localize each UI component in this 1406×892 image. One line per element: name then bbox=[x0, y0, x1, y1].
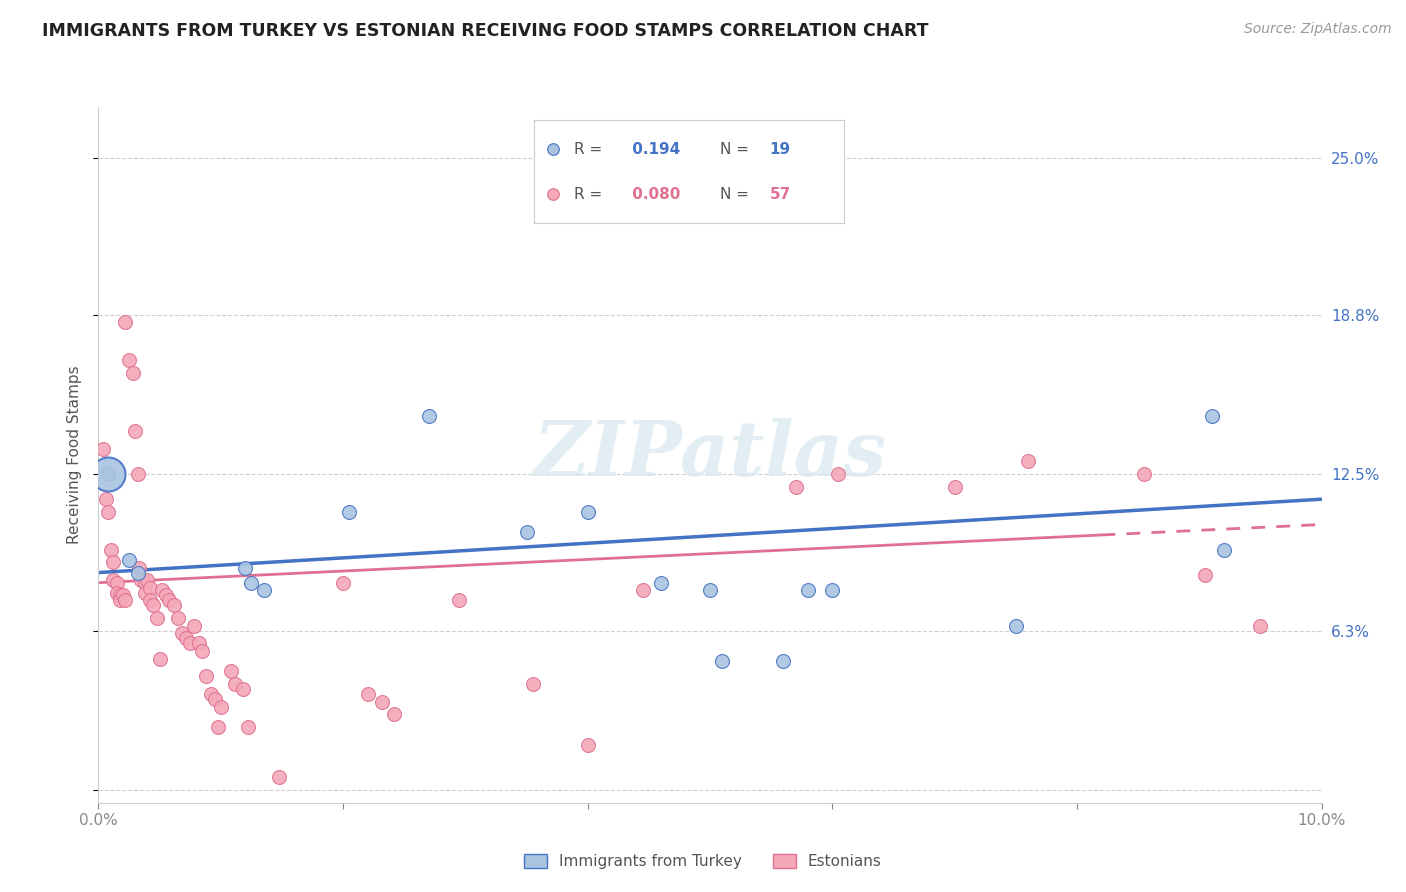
Point bbox=[176, 632, 198, 646]
Point bbox=[1194, 568, 1216, 582]
Point bbox=[118, 553, 141, 567]
Y-axis label: Receiving Food Stamps: Receiving Food Stamps bbox=[67, 366, 83, 544]
Point bbox=[110, 588, 132, 602]
Point bbox=[821, 583, 844, 598]
Point bbox=[94, 492, 117, 507]
Point bbox=[200, 687, 222, 701]
Point bbox=[149, 651, 172, 665]
Point bbox=[142, 599, 165, 613]
Point bbox=[134, 586, 156, 600]
Point bbox=[129, 573, 152, 587]
Point bbox=[384, 707, 406, 722]
Point bbox=[179, 636, 201, 650]
Point bbox=[157, 593, 180, 607]
Point bbox=[827, 467, 849, 481]
Point bbox=[232, 681, 254, 696]
Point bbox=[240, 575, 263, 590]
Point bbox=[541, 142, 564, 156]
Point bbox=[1017, 454, 1039, 468]
Point bbox=[418, 409, 440, 423]
Point bbox=[134, 575, 156, 590]
Point bbox=[576, 505, 599, 519]
Point bbox=[337, 505, 360, 519]
Point bbox=[252, 583, 274, 598]
Point bbox=[114, 593, 136, 607]
Text: N =: N = bbox=[720, 142, 754, 157]
Point bbox=[118, 353, 141, 368]
Point bbox=[797, 583, 820, 598]
Point bbox=[522, 677, 544, 691]
Text: IMMIGRANTS FROM TURKEY VS ESTONIAN RECEIVING FOOD STAMPS CORRELATION CHART: IMMIGRANTS FROM TURKEY VS ESTONIAN RECEI… bbox=[42, 22, 929, 40]
Point bbox=[650, 575, 672, 590]
Text: 19: 19 bbox=[769, 142, 790, 157]
Point bbox=[699, 583, 721, 598]
Point bbox=[1004, 618, 1026, 632]
Point bbox=[127, 566, 149, 580]
Point bbox=[195, 669, 218, 683]
Point bbox=[209, 699, 232, 714]
Point bbox=[139, 581, 162, 595]
Text: R =: R = bbox=[575, 186, 607, 202]
Point bbox=[631, 583, 654, 598]
Point bbox=[146, 611, 169, 625]
Text: Source: ZipAtlas.com: Source: ZipAtlas.com bbox=[1244, 22, 1392, 37]
Point bbox=[711, 654, 734, 668]
Point bbox=[121, 366, 143, 380]
Point bbox=[105, 586, 128, 600]
Point bbox=[100, 542, 122, 557]
Point bbox=[170, 626, 193, 640]
Text: ZIPatlas: ZIPatlas bbox=[533, 418, 887, 491]
Text: R =: R = bbox=[575, 142, 607, 157]
Point bbox=[101, 556, 124, 570]
Point bbox=[97, 467, 120, 481]
Point bbox=[541, 187, 564, 202]
Point bbox=[101, 573, 124, 587]
Text: 0.080: 0.080 bbox=[627, 186, 681, 202]
Point bbox=[943, 479, 966, 493]
Point bbox=[128, 560, 150, 574]
Text: N =: N = bbox=[720, 186, 754, 202]
Point bbox=[97, 467, 120, 481]
Point bbox=[91, 442, 114, 456]
Point bbox=[576, 738, 599, 752]
Point bbox=[1201, 409, 1223, 423]
Point bbox=[371, 695, 394, 709]
Point bbox=[233, 560, 256, 574]
Point bbox=[139, 593, 162, 607]
Point bbox=[150, 583, 173, 598]
Point bbox=[105, 575, 128, 590]
Point bbox=[332, 575, 354, 590]
Point bbox=[1212, 542, 1234, 557]
Point bbox=[449, 593, 471, 607]
Point bbox=[110, 593, 132, 607]
Point bbox=[163, 599, 186, 613]
Point bbox=[127, 467, 149, 481]
Point bbox=[155, 588, 177, 602]
Point bbox=[219, 665, 242, 679]
Point bbox=[785, 479, 807, 493]
Point bbox=[356, 687, 378, 701]
Point bbox=[204, 692, 226, 706]
Point bbox=[269, 771, 291, 785]
Point bbox=[136, 573, 159, 587]
Point bbox=[516, 525, 538, 540]
Point bbox=[111, 588, 134, 602]
Point bbox=[187, 636, 209, 650]
Point bbox=[167, 611, 190, 625]
Point bbox=[191, 644, 214, 658]
Point bbox=[236, 720, 259, 734]
Point bbox=[97, 505, 120, 519]
Text: 0.194: 0.194 bbox=[627, 142, 681, 157]
Point bbox=[1133, 467, 1156, 481]
Point bbox=[772, 654, 794, 668]
Point bbox=[124, 424, 146, 438]
Point bbox=[183, 618, 205, 632]
Point bbox=[224, 677, 246, 691]
Point bbox=[114, 315, 136, 329]
Text: 57: 57 bbox=[769, 186, 790, 202]
Point bbox=[207, 720, 229, 734]
Point bbox=[1249, 618, 1271, 632]
Legend: Immigrants from Turkey, Estonians: Immigrants from Turkey, Estonians bbox=[517, 848, 889, 875]
